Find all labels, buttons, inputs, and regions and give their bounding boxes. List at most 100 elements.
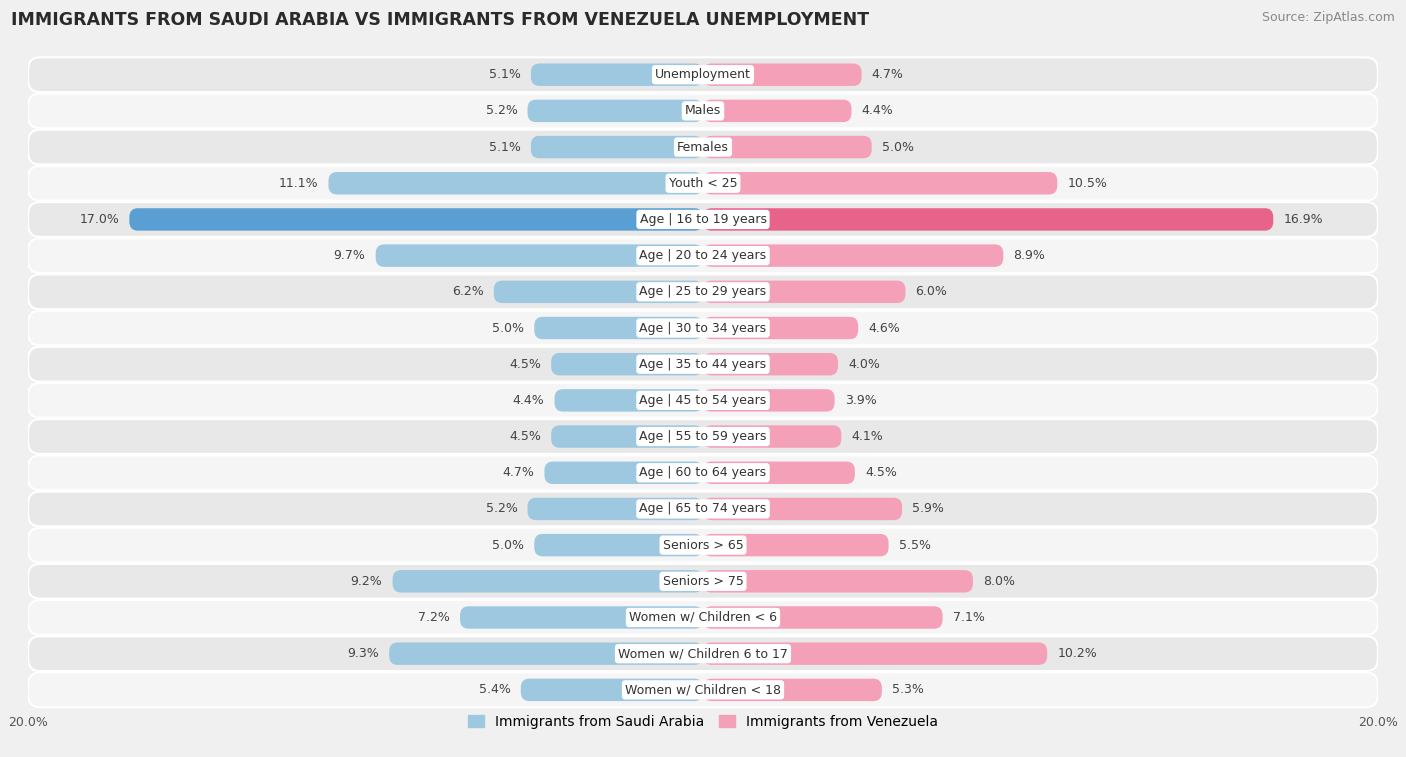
Text: 3.9%: 3.9% — [845, 394, 876, 407]
FancyBboxPatch shape — [534, 534, 703, 556]
Text: 9.3%: 9.3% — [347, 647, 380, 660]
FancyBboxPatch shape — [375, 245, 703, 267]
FancyBboxPatch shape — [703, 100, 852, 122]
Text: Age | 30 to 34 years: Age | 30 to 34 years — [640, 322, 766, 335]
FancyBboxPatch shape — [28, 672, 1378, 707]
FancyBboxPatch shape — [28, 202, 1378, 237]
FancyBboxPatch shape — [28, 238, 1378, 273]
Text: 5.3%: 5.3% — [891, 684, 924, 696]
FancyBboxPatch shape — [703, 425, 841, 448]
FancyBboxPatch shape — [544, 462, 703, 484]
Text: Males: Males — [685, 104, 721, 117]
Text: Age | 60 to 64 years: Age | 60 to 64 years — [640, 466, 766, 479]
Text: 5.1%: 5.1% — [489, 141, 520, 154]
FancyBboxPatch shape — [703, 172, 1057, 195]
Text: 5.2%: 5.2% — [485, 503, 517, 516]
FancyBboxPatch shape — [703, 497, 903, 520]
FancyBboxPatch shape — [28, 383, 1378, 418]
Text: Age | 35 to 44 years: Age | 35 to 44 years — [640, 358, 766, 371]
Text: Age | 55 to 59 years: Age | 55 to 59 years — [640, 430, 766, 443]
Text: 9.2%: 9.2% — [350, 575, 382, 587]
FancyBboxPatch shape — [494, 281, 703, 303]
FancyBboxPatch shape — [703, 245, 1004, 267]
Text: 5.0%: 5.0% — [882, 141, 914, 154]
Text: 5.9%: 5.9% — [912, 503, 943, 516]
FancyBboxPatch shape — [392, 570, 703, 593]
Text: 8.0%: 8.0% — [983, 575, 1015, 587]
Text: Women w/ Children 6 to 17: Women w/ Children 6 to 17 — [619, 647, 787, 660]
Text: 9.7%: 9.7% — [333, 249, 366, 262]
FancyBboxPatch shape — [703, 64, 862, 86]
Text: 4.7%: 4.7% — [872, 68, 904, 81]
Text: 4.6%: 4.6% — [869, 322, 900, 335]
FancyBboxPatch shape — [527, 100, 703, 122]
FancyBboxPatch shape — [28, 564, 1378, 599]
Text: Youth < 25: Youth < 25 — [669, 177, 737, 190]
FancyBboxPatch shape — [551, 353, 703, 375]
FancyBboxPatch shape — [28, 94, 1378, 128]
Text: 5.5%: 5.5% — [898, 539, 931, 552]
FancyBboxPatch shape — [703, 208, 1274, 231]
FancyBboxPatch shape — [703, 281, 905, 303]
Text: Age | 45 to 54 years: Age | 45 to 54 years — [640, 394, 766, 407]
FancyBboxPatch shape — [534, 316, 703, 339]
FancyBboxPatch shape — [703, 534, 889, 556]
Text: Age | 65 to 74 years: Age | 65 to 74 years — [640, 503, 766, 516]
FancyBboxPatch shape — [28, 166, 1378, 201]
FancyBboxPatch shape — [28, 129, 1378, 164]
Text: IMMIGRANTS FROM SAUDI ARABIA VS IMMIGRANTS FROM VENEZUELA UNEMPLOYMENT: IMMIGRANTS FROM SAUDI ARABIA VS IMMIGRAN… — [11, 11, 869, 30]
Text: 5.1%: 5.1% — [489, 68, 520, 81]
Text: Seniors > 75: Seniors > 75 — [662, 575, 744, 587]
FancyBboxPatch shape — [329, 172, 703, 195]
FancyBboxPatch shape — [554, 389, 703, 412]
FancyBboxPatch shape — [703, 606, 942, 629]
Text: 5.0%: 5.0% — [492, 322, 524, 335]
FancyBboxPatch shape — [703, 389, 835, 412]
FancyBboxPatch shape — [28, 600, 1378, 635]
FancyBboxPatch shape — [531, 64, 703, 86]
FancyBboxPatch shape — [28, 637, 1378, 671]
Text: Seniors > 65: Seniors > 65 — [662, 539, 744, 552]
Text: 8.9%: 8.9% — [1014, 249, 1045, 262]
FancyBboxPatch shape — [28, 456, 1378, 490]
FancyBboxPatch shape — [389, 643, 703, 665]
FancyBboxPatch shape — [520, 679, 703, 701]
Text: 5.4%: 5.4% — [479, 684, 510, 696]
FancyBboxPatch shape — [703, 679, 882, 701]
Text: 4.5%: 4.5% — [509, 430, 541, 443]
FancyBboxPatch shape — [531, 136, 703, 158]
Text: 6.0%: 6.0% — [915, 285, 948, 298]
Text: 4.5%: 4.5% — [509, 358, 541, 371]
Text: 10.5%: 10.5% — [1067, 177, 1108, 190]
Text: 17.0%: 17.0% — [79, 213, 120, 226]
FancyBboxPatch shape — [527, 497, 703, 520]
FancyBboxPatch shape — [28, 347, 1378, 382]
FancyBboxPatch shape — [28, 58, 1378, 92]
Text: Source: ZipAtlas.com: Source: ZipAtlas.com — [1261, 11, 1395, 24]
Text: 7.2%: 7.2% — [418, 611, 450, 624]
Text: 4.0%: 4.0% — [848, 358, 880, 371]
Text: Age | 20 to 24 years: Age | 20 to 24 years — [640, 249, 766, 262]
FancyBboxPatch shape — [28, 310, 1378, 345]
Text: 10.2%: 10.2% — [1057, 647, 1097, 660]
Text: Females: Females — [678, 141, 728, 154]
Text: 11.1%: 11.1% — [278, 177, 318, 190]
FancyBboxPatch shape — [703, 643, 1047, 665]
FancyBboxPatch shape — [129, 208, 703, 231]
Text: Age | 25 to 29 years: Age | 25 to 29 years — [640, 285, 766, 298]
Legend: Immigrants from Saudi Arabia, Immigrants from Venezuela: Immigrants from Saudi Arabia, Immigrants… — [463, 709, 943, 734]
Text: 16.9%: 16.9% — [1284, 213, 1323, 226]
FancyBboxPatch shape — [28, 419, 1378, 454]
FancyBboxPatch shape — [28, 275, 1378, 309]
Text: 4.4%: 4.4% — [513, 394, 544, 407]
Text: 6.2%: 6.2% — [451, 285, 484, 298]
Text: Unemployment: Unemployment — [655, 68, 751, 81]
FancyBboxPatch shape — [28, 528, 1378, 562]
Text: Age | 16 to 19 years: Age | 16 to 19 years — [640, 213, 766, 226]
Text: 4.1%: 4.1% — [852, 430, 883, 443]
Text: 5.0%: 5.0% — [492, 539, 524, 552]
Text: Women w/ Children < 18: Women w/ Children < 18 — [626, 684, 780, 696]
FancyBboxPatch shape — [703, 136, 872, 158]
FancyBboxPatch shape — [703, 462, 855, 484]
Text: 5.2%: 5.2% — [485, 104, 517, 117]
